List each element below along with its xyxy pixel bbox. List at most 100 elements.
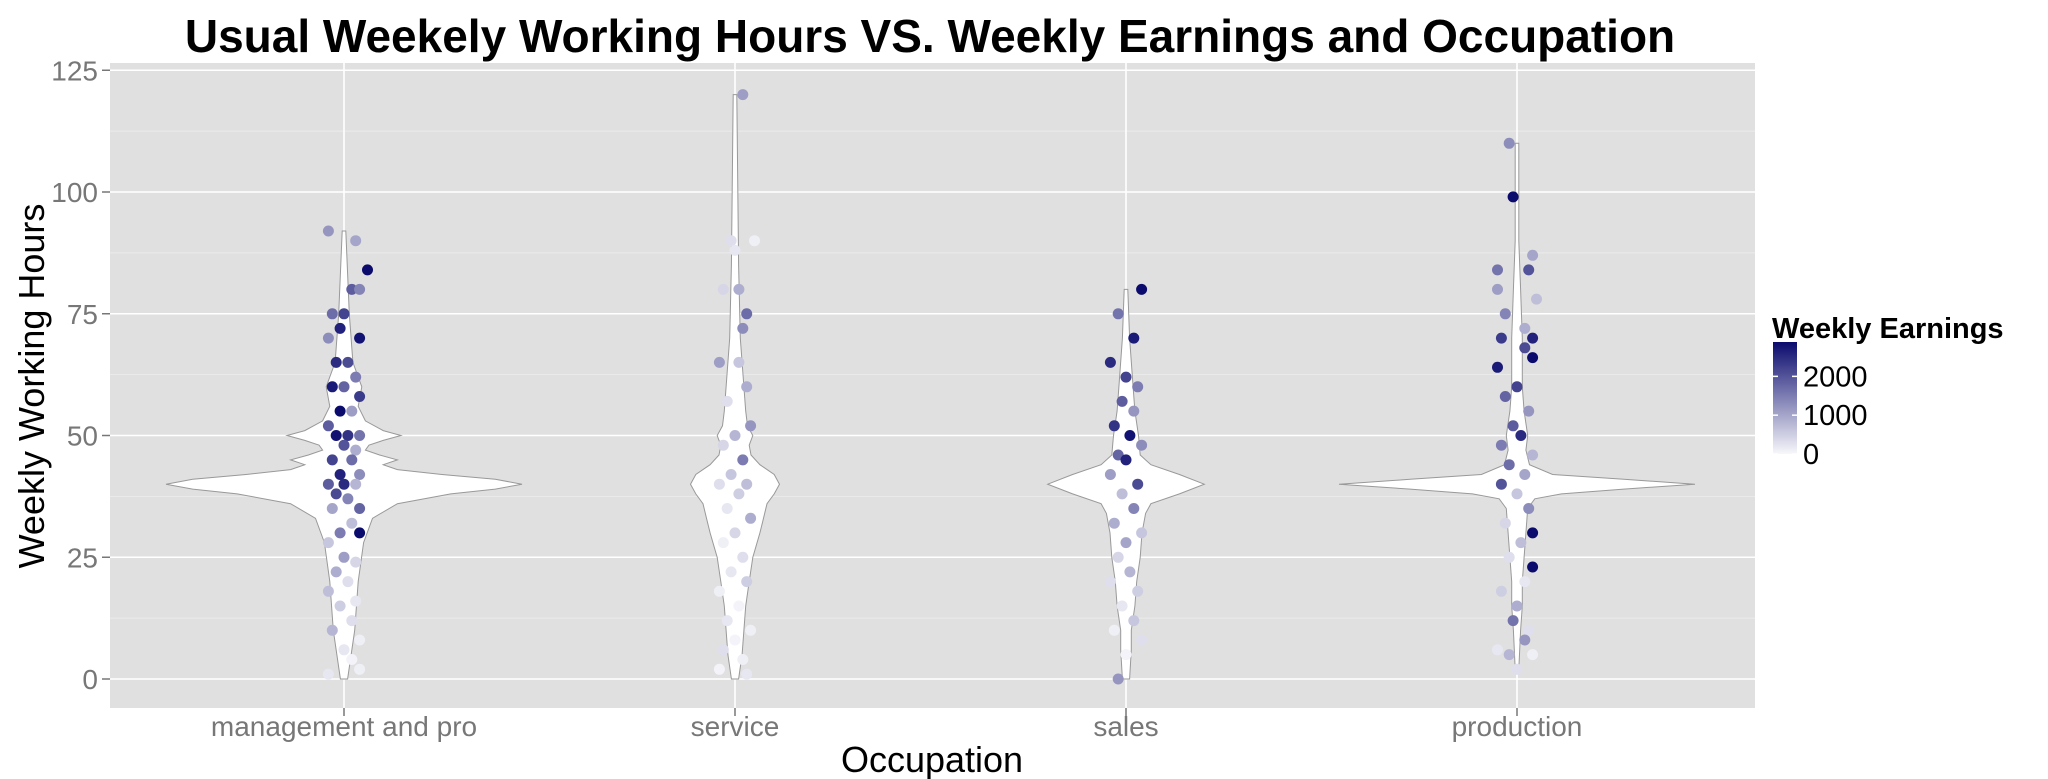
data-point [322,332,334,344]
data-point [354,527,366,539]
data-point [354,283,366,295]
data-point [733,356,745,368]
data-point [342,430,354,441]
data-point [737,89,749,101]
data-point [1523,503,1535,514]
data-point [737,454,749,466]
y-axis-ticks: 0 25 50 75 100 125 [51,55,110,695]
data-point [1531,293,1542,305]
data-point [1495,478,1507,490]
data-point [1519,322,1531,334]
data-point [721,503,733,514]
data-point [354,430,366,441]
plot-panel [110,63,1755,708]
data-point [1492,283,1503,295]
data-point [717,644,729,656]
data-point [330,356,342,368]
data-point [713,663,725,675]
data-point [1499,391,1511,402]
data-point [713,356,725,368]
data-point [733,283,745,295]
data-point [326,503,338,514]
data-point [1136,634,1148,646]
data-point [729,634,741,646]
legend-tick-label: 0 [1803,439,1819,471]
data-point [322,585,334,597]
y-tick-label: 100 [51,177,98,208]
data-point [741,576,753,588]
data-point [733,600,745,612]
data-point [729,430,741,441]
data-point [1492,264,1503,276]
legend-tick-label: 1000 [1803,400,1868,432]
data-point [1515,430,1527,441]
data-point [338,478,350,490]
data-point [733,488,745,500]
data-point [1124,430,1136,441]
data-point [338,381,350,393]
violin-1 [689,94,781,680]
data-point [1519,342,1531,354]
data-point [729,244,741,256]
data-point [725,469,737,480]
data-point [1104,576,1116,588]
data-point [1492,361,1503,373]
data-point [1108,624,1120,636]
data-point [1511,381,1523,393]
data-point [1492,644,1503,656]
data-point [713,585,725,597]
data-point [1499,517,1511,529]
data-point [354,469,366,480]
y-tick-label: 0 [82,664,98,695]
data-point [322,225,334,237]
data-point [350,235,362,247]
data-point [322,537,334,549]
data-point [1499,308,1511,320]
data-point [1507,615,1519,627]
data-point [1527,449,1539,461]
data-point [741,381,753,393]
data-point [1511,600,1523,612]
data-point [346,454,358,466]
data-point [1495,585,1507,597]
legend-tick-label: 2000 [1803,361,1868,393]
data-point [713,478,725,490]
data-point [1527,249,1539,261]
chart-title: Usual Weekely Working Hours VS. Weekly E… [185,10,1675,62]
data-point [1495,439,1507,451]
data-point [1527,649,1539,661]
data-point [1128,405,1140,417]
data-point [350,371,362,383]
data-point [737,322,749,334]
data-point [322,668,334,680]
data-point [354,634,366,646]
data-point [346,654,358,665]
color-legend: Weekly Earnings 0 1000 2000 [1772,313,2004,471]
data-point [741,668,753,680]
data-point [1511,488,1523,500]
data-point [729,527,741,539]
legend-ticks: 0 1000 2000 [1773,361,1868,471]
data-point [1503,649,1515,661]
data-point [1519,469,1531,480]
data-point [354,332,366,344]
data-point [1104,469,1116,480]
data-point [717,283,729,295]
data-point [741,308,753,320]
data-point [350,444,362,456]
data-point [1132,381,1144,393]
data-point [322,478,334,490]
data-point [342,493,354,505]
x-tick-label: service [691,711,780,742]
data-point [721,395,733,407]
data-point [1511,663,1523,675]
y-axis-title: Weekly Working Hours [11,204,52,569]
data-points [322,89,1542,685]
data-point [346,283,358,295]
data-point [334,527,346,539]
data-point [1527,561,1539,573]
data-point [326,454,338,466]
data-point [1120,649,1132,661]
y-tick-label: 125 [51,55,98,86]
